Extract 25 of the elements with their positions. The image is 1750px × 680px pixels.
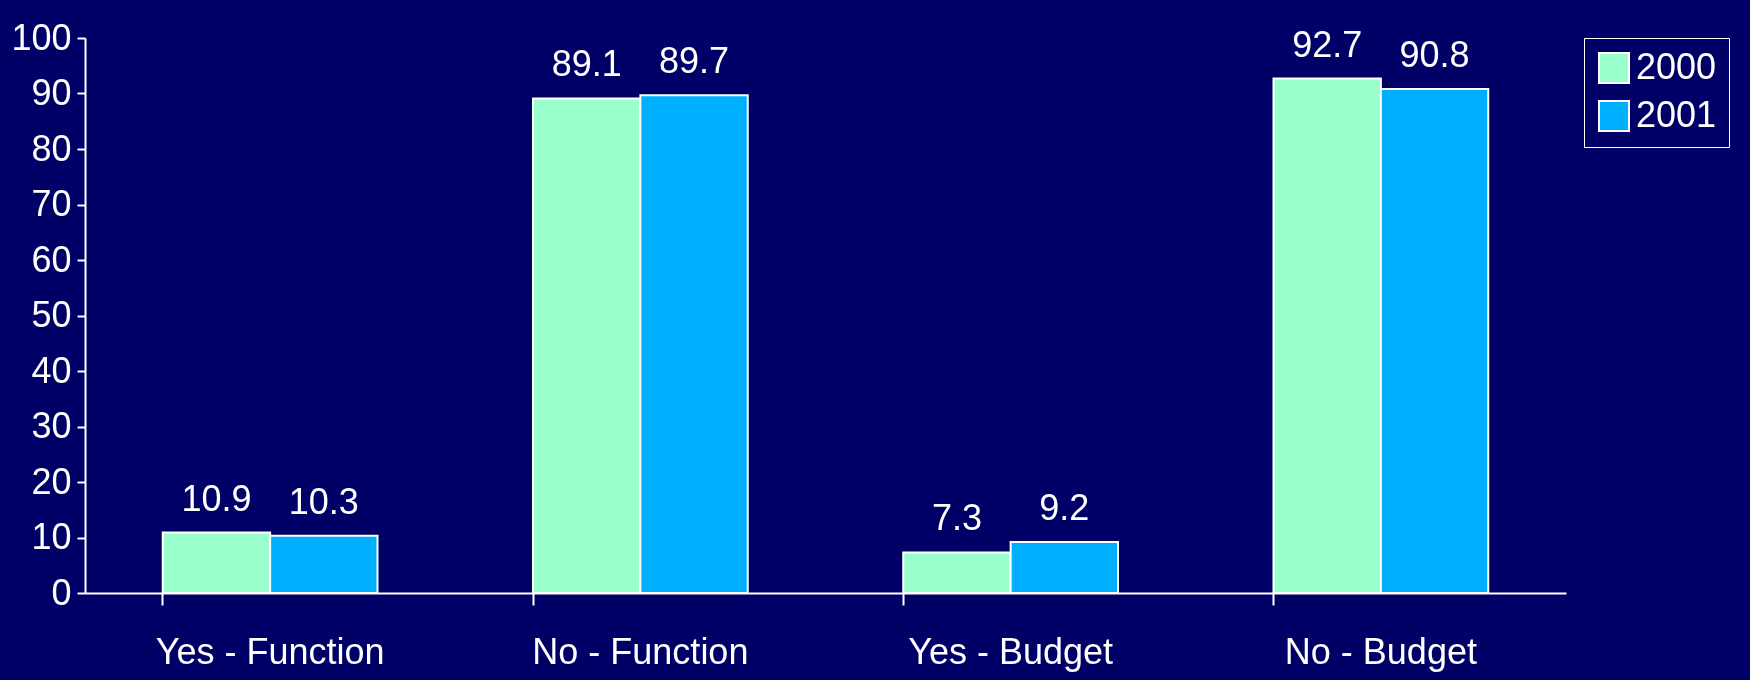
legend-label: 2001 (1636, 94, 1717, 135)
x-tick-label: No - Budget (1284, 630, 1477, 672)
data-label: 9.2 (1039, 486, 1090, 528)
data-label: 7.3 (931, 497, 982, 539)
y-tick-label: 10 (31, 516, 72, 557)
x-tick-label: No - Function (532, 630, 749, 672)
y-tick-label: 70 (31, 183, 72, 224)
y-tick-label: 30 (31, 405, 72, 446)
data-label: 89.1 (551, 43, 622, 85)
data-label: 90.8 (1399, 34, 1470, 76)
y-tick-label: 80 (31, 127, 72, 169)
data-label: 10.3 (288, 480, 359, 522)
y-tick-label: 90 (31, 72, 72, 113)
y-tick-label: 60 (31, 238, 72, 280)
data-label: 92.7 (1292, 23, 1363, 65)
data-label: 10.9 (181, 477, 252, 519)
y-tick-label: 100 (11, 16, 72, 58)
x-tick-label: Yes - Budget (908, 630, 1114, 672)
data-label: 89.7 (659, 40, 730, 82)
y-tick-label: 0 (51, 571, 72, 613)
legend-label: 2000 (1636, 46, 1717, 87)
y-tick-label: 40 (31, 349, 72, 391)
x-tick-label: Yes - Function (155, 630, 385, 672)
y-tick-label: 20 (31, 460, 72, 502)
y-tick-label: 50 (31, 294, 72, 335)
